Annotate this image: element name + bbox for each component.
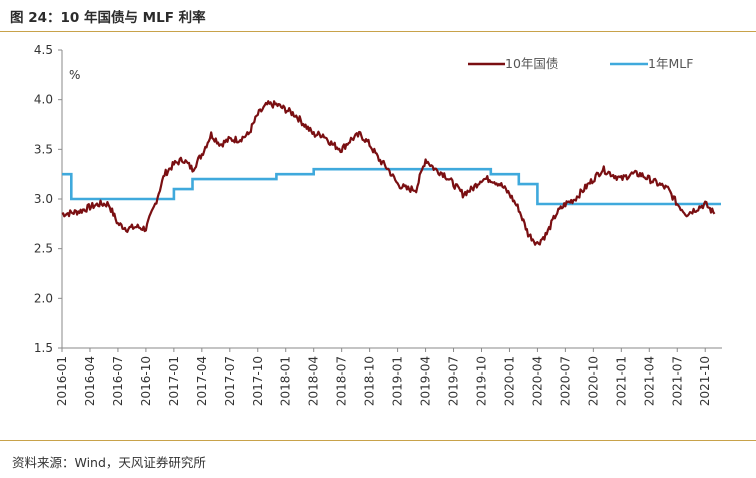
x-tick-label: 2018-07 (335, 356, 349, 406)
chart-title: 图 24：10 年国债与 MLF 利率 (10, 10, 206, 26)
y-tick-label: 1.5 (34, 341, 53, 355)
x-tick-label: 2016-01 (55, 356, 69, 406)
y-tick-label: 2.5 (34, 242, 53, 256)
x-tick-label: 2021-10 (698, 356, 712, 406)
y-tick-label: 3.0 (34, 192, 53, 206)
x-tick-label: 2017-01 (167, 356, 181, 406)
chart-axes (58, 49, 722, 352)
x-tick-label: 2019-10 (474, 356, 488, 406)
x-tick-label: 2020-01 (502, 356, 516, 406)
x-tick-label: 2019-04 (419, 356, 433, 406)
source-note: 资料来源：Wind，天风证券研究所 (12, 455, 206, 470)
y-tick-label: 4.0 (34, 93, 53, 107)
x-tick-label: 2021-07 (670, 356, 684, 406)
x-tick-label: 2021-01 (614, 356, 628, 406)
x-tick-label: 2020-10 (586, 356, 600, 406)
y-tick-label: 4.5 (34, 43, 53, 57)
x-tick-label: 2019-01 (391, 356, 405, 406)
x-tick-label: 2020-07 (558, 356, 572, 406)
x-tick-label: 2021-04 (642, 356, 656, 406)
x-tick-label: 2017-04 (195, 356, 209, 406)
line-chart: 1.52.02.53.03.54.04.5 2016-01 2016-04 2016… (34, 43, 722, 406)
footer-divider (0, 440, 756, 441)
legend-label-mlf: 1年MLF (648, 56, 693, 71)
series-line-treasury (61, 100, 716, 246)
y-tick-labels: 1.5 2.0 2.5 3.0 3.5 4.0 4.5 (34, 43, 53, 355)
x-tick-label: 2019-07 (447, 356, 461, 406)
x-tick-labels: 2016-01 2016-04 2016-07 2016-10 2017-01 2017-… (55, 356, 712, 406)
legend: 10年国债 1年MLF (468, 56, 693, 71)
x-tick-label: 2018-10 (363, 356, 377, 406)
x-tick-label: 2018-01 (279, 356, 293, 406)
x-tick-label: 2016-07 (111, 356, 125, 406)
header-divider (0, 31, 756, 32)
x-tick-label: 2016-04 (83, 356, 97, 406)
x-tick-label: 2016-10 (139, 356, 153, 406)
y-tick-label: 3.5 (34, 142, 53, 156)
x-tick-label: 2020-04 (530, 356, 544, 406)
legend-label-treasury: 10年国债 (505, 56, 558, 71)
x-tick-label: 2017-07 (223, 356, 237, 406)
y-unit-label: % (69, 68, 80, 82)
x-tick-label: 2017-10 (251, 356, 265, 406)
y-tick-label: 2.0 (34, 291, 53, 305)
x-tick-label: 2018-04 (307, 356, 321, 406)
